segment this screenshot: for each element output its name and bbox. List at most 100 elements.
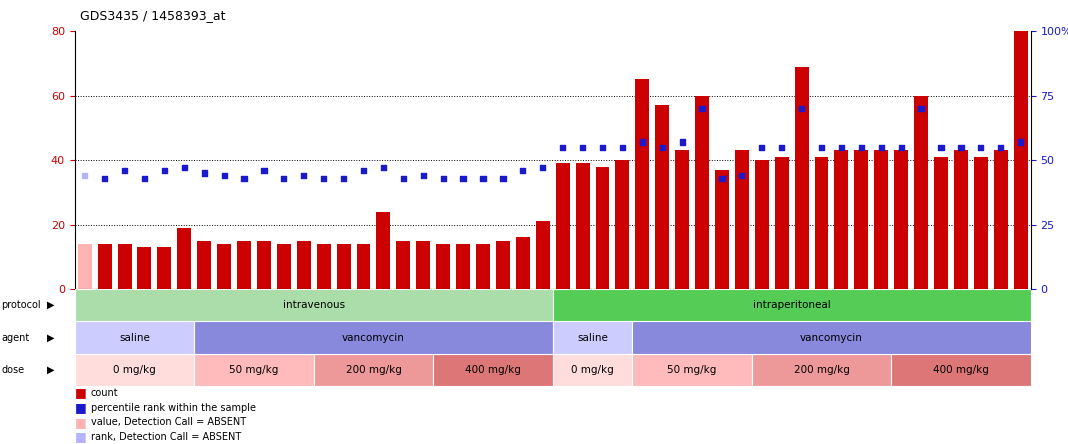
Text: ■: ■ [75,401,87,414]
Point [355,167,372,174]
Bar [536,221,550,289]
Point [813,143,830,151]
Bar [774,157,788,289]
Bar [75,354,194,386]
Text: intraperitoneal: intraperitoneal [753,300,831,310]
Point [76,172,93,179]
Bar [396,241,410,289]
Bar [891,354,1031,386]
Point [216,172,233,179]
Bar [675,151,689,289]
Point [116,167,134,174]
Bar [632,321,1031,354]
Point [395,174,412,182]
Point [156,167,173,174]
Text: saline: saline [577,333,608,343]
Point [375,164,392,171]
Point [654,143,671,151]
Bar [237,241,251,289]
Point [693,105,710,112]
Text: dose: dose [1,365,25,375]
Bar [795,67,808,289]
Bar [117,244,131,289]
Text: ■: ■ [75,416,87,429]
Bar [336,244,350,289]
Point [853,143,870,151]
Bar [97,244,111,289]
Bar [217,244,231,289]
Bar [376,212,391,289]
Bar [553,289,1031,321]
Bar [875,151,889,289]
Bar [994,151,1008,289]
Point [255,167,272,174]
Bar [157,247,171,289]
Bar [297,241,311,289]
Point [455,174,472,182]
Bar [434,354,553,386]
Point [1012,139,1030,146]
Text: intravenous: intravenous [283,300,345,310]
Point [574,143,591,151]
Text: ▶: ▶ [47,365,54,375]
Bar [198,241,211,289]
Text: ■: ■ [75,386,87,400]
Text: 200 mg/kg: 200 mg/kg [346,365,402,375]
Bar [317,244,331,289]
Bar [596,166,610,289]
Bar [615,160,629,289]
Bar [632,354,752,386]
Point [833,143,850,151]
Point [494,174,512,182]
Bar [752,354,891,386]
Point [674,139,691,146]
Bar [894,151,908,289]
Point [972,143,989,151]
Bar [934,157,948,289]
Bar [1014,31,1027,289]
Text: count: count [91,388,119,398]
Text: percentile rank within the sample: percentile rank within the sample [91,403,255,412]
Point [734,172,751,179]
Bar [834,151,848,289]
Bar [277,244,290,289]
Bar [194,354,314,386]
Bar [75,289,553,321]
Bar [954,151,968,289]
Text: 0 mg/kg: 0 mg/kg [571,365,614,375]
Point [614,143,631,151]
Point [435,174,452,182]
Point [276,174,293,182]
Text: GDS3435 / 1458393_at: GDS3435 / 1458393_at [80,9,225,22]
Text: vancomycin: vancomycin [800,333,863,343]
Point [753,143,770,151]
Bar [656,105,670,289]
Point [912,105,929,112]
Text: 200 mg/kg: 200 mg/kg [794,365,849,375]
Text: vancomycin: vancomycin [342,333,405,343]
Bar [75,321,194,354]
Bar [436,244,450,289]
Point [335,174,352,182]
Bar [576,163,590,289]
Point [773,143,790,151]
Text: value, Detection Call = ABSENT: value, Detection Call = ABSENT [91,417,246,427]
Text: protocol: protocol [1,300,41,310]
Bar [417,241,430,289]
Text: ▶: ▶ [47,333,54,343]
Point [953,143,970,151]
Bar [553,354,632,386]
Point [594,143,611,151]
Bar [914,95,928,289]
Point [873,143,890,151]
Text: 400 mg/kg: 400 mg/kg [465,365,521,375]
Point [315,174,332,182]
Text: 0 mg/kg: 0 mg/kg [113,365,156,375]
Point [295,172,312,179]
Bar [695,95,709,289]
Text: saline: saline [119,333,150,343]
Bar [177,228,191,289]
Point [176,164,193,171]
Point [96,174,113,182]
Bar [553,321,632,354]
